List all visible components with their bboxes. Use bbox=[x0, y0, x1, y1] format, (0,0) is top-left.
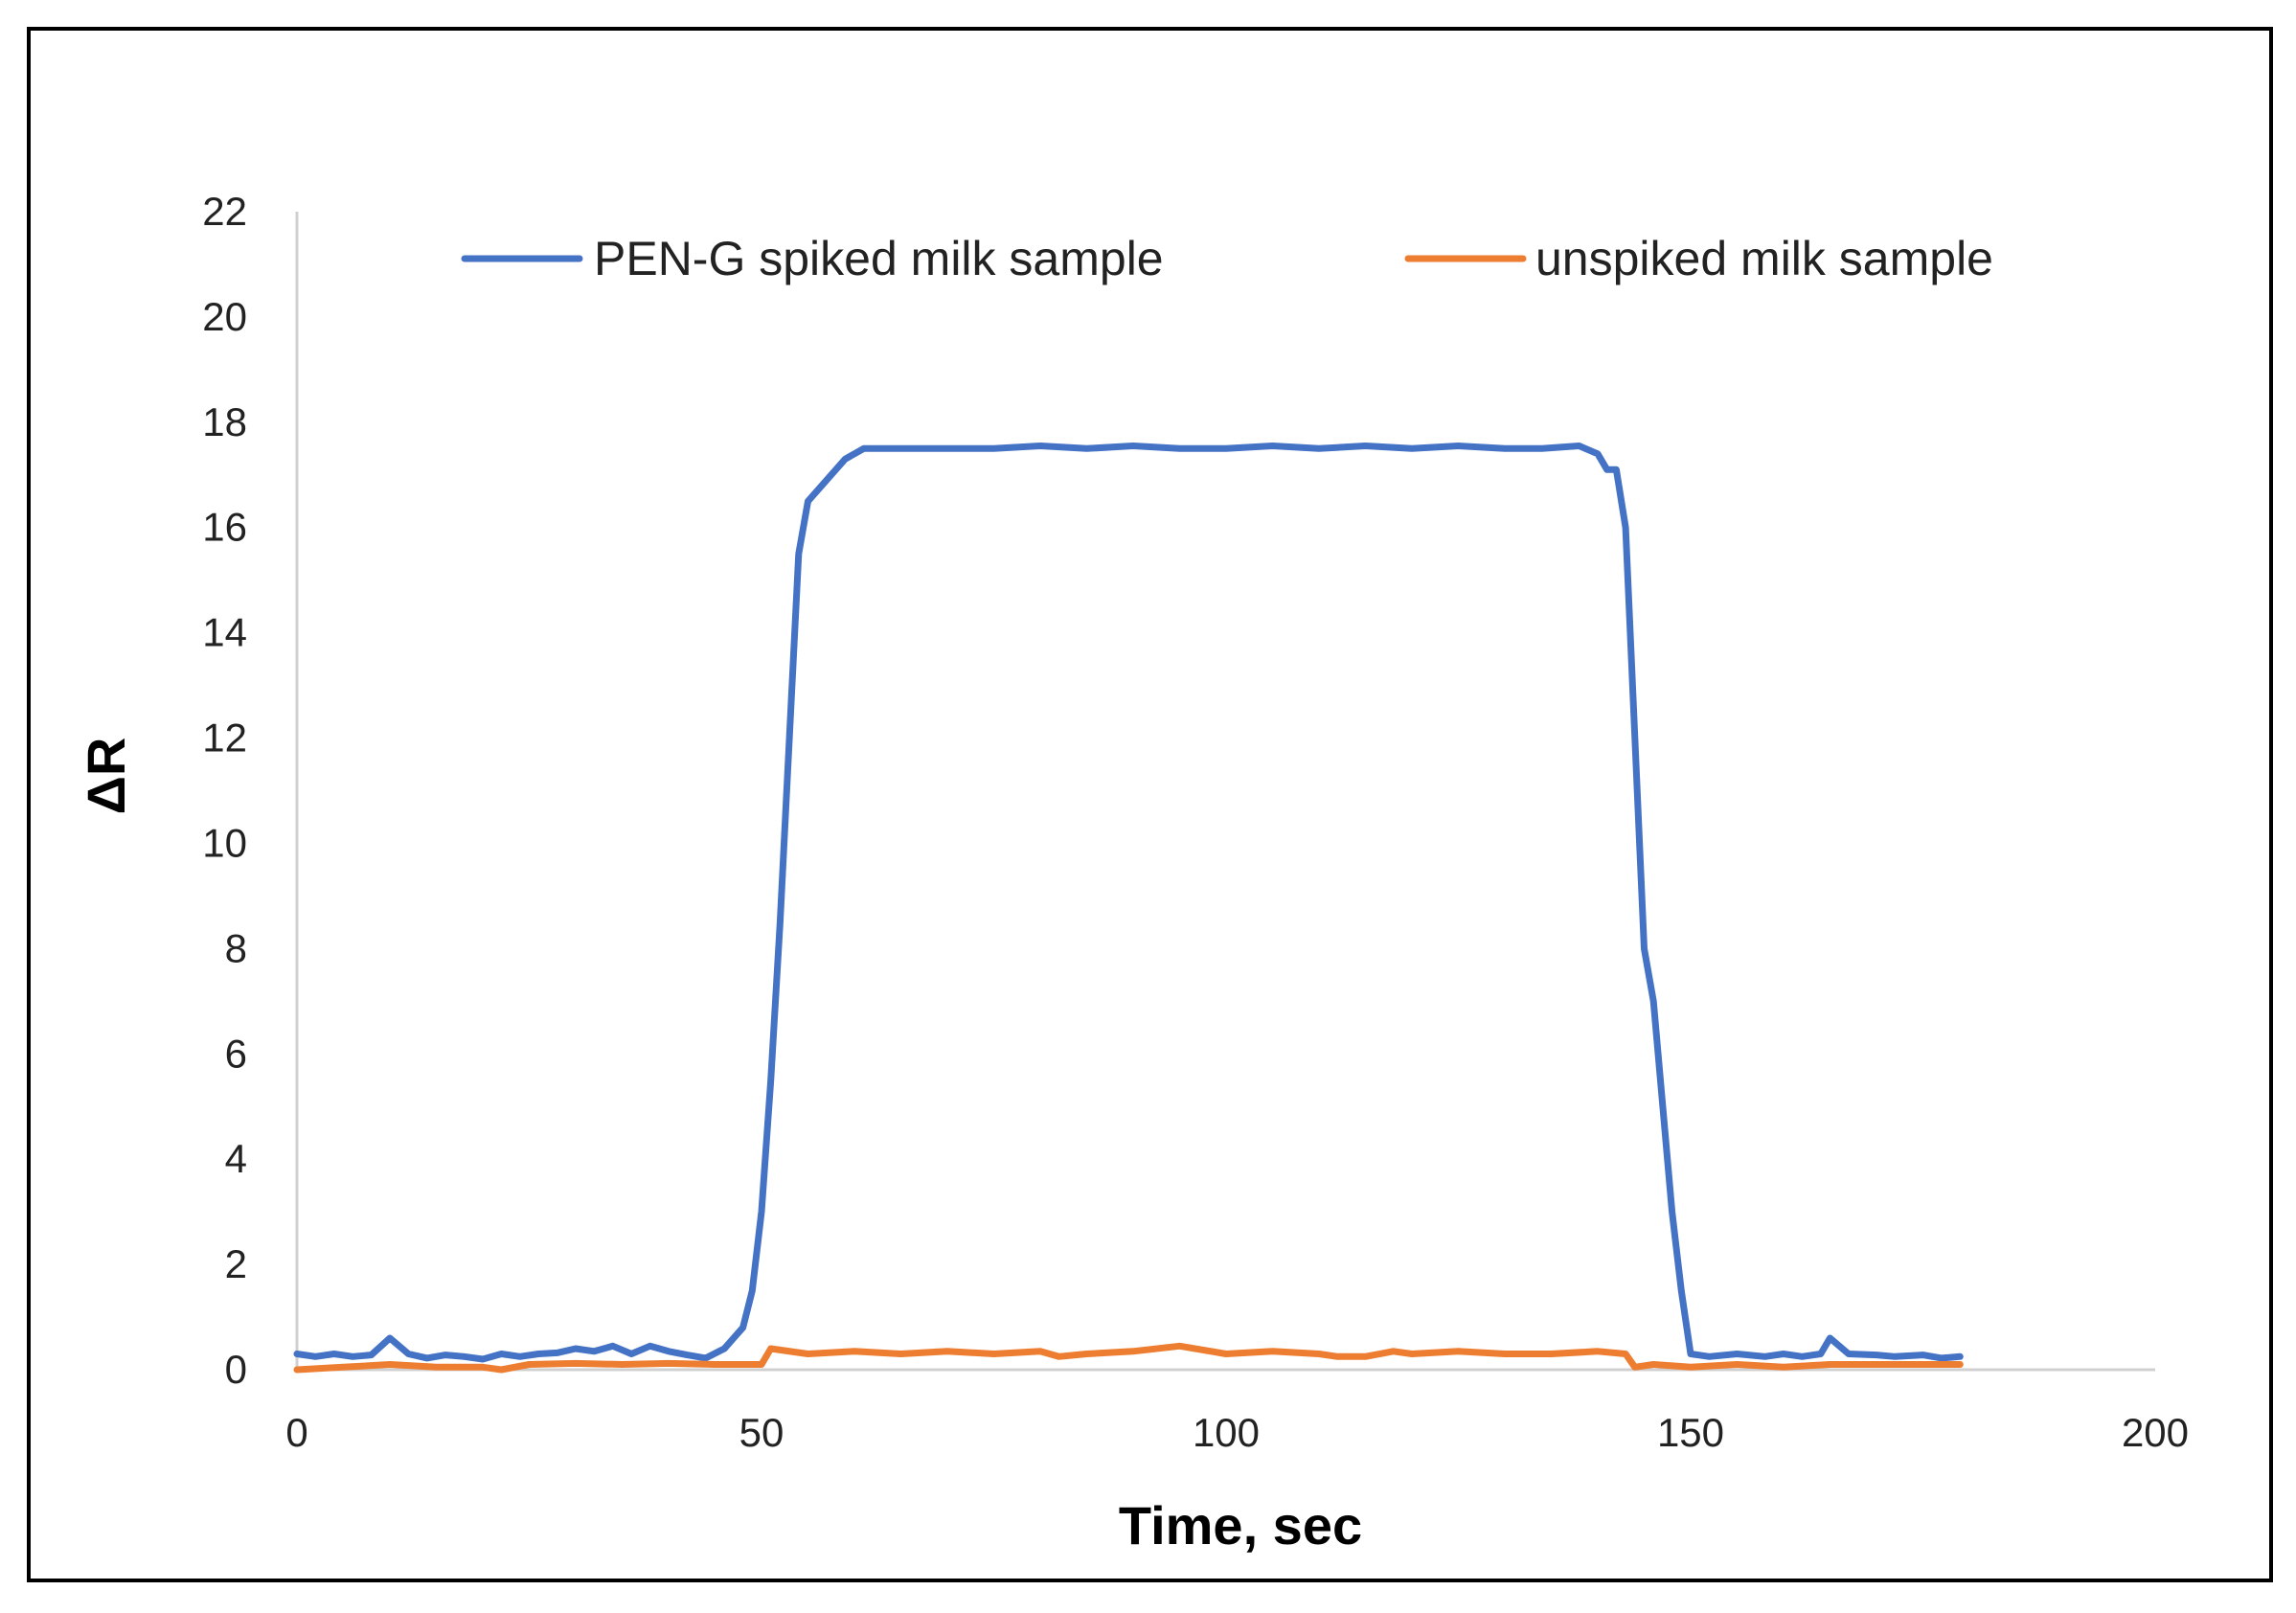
x-tick-label: 50 bbox=[739, 1410, 784, 1455]
y-tick-label: 4 bbox=[225, 1136, 247, 1181]
y-tick-label: 20 bbox=[202, 294, 247, 339]
x-tick-label: 100 bbox=[1193, 1410, 1260, 1455]
series-lines bbox=[293, 443, 1964, 1374]
y-tick-label: 22 bbox=[202, 189, 247, 234]
legend: PEN-G spiked milk sample unspiked milk sa… bbox=[461, 232, 1993, 285]
y-axis-title: ΔR bbox=[76, 738, 136, 815]
y-tick-label: 2 bbox=[225, 1241, 247, 1286]
y-tick-label: 12 bbox=[202, 716, 247, 761]
x-tick-label: 0 bbox=[285, 1410, 307, 1455]
axes bbox=[295, 212, 2155, 1372]
x-tick-labels: 0 50 100 150 200 bbox=[285, 1410, 2189, 1455]
y-tick-label: 16 bbox=[202, 505, 247, 550]
y-tick-label: 14 bbox=[202, 610, 247, 655]
y-tick-label: 18 bbox=[202, 399, 247, 444]
series-line-spiked bbox=[293, 443, 1964, 1363]
x-tick-label: 150 bbox=[1657, 1410, 1724, 1455]
y-tick-label: 10 bbox=[202, 820, 247, 865]
series-line-unspiked bbox=[293, 1342, 1964, 1374]
legend-label: unspiked milk sample bbox=[1535, 232, 1993, 285]
x-axis-title: Time, sec bbox=[1119, 1495, 1362, 1556]
y-tick-label: 6 bbox=[225, 1031, 247, 1076]
y-tick-label: 8 bbox=[225, 925, 247, 970]
x-tick-label: 200 bbox=[2122, 1410, 2189, 1455]
y-tick-label: 0 bbox=[225, 1347, 247, 1392]
legend-label: PEN-G spiked milk sample bbox=[594, 232, 1164, 285]
chart-frame bbox=[27, 27, 2273, 1582]
y-tick-labels: 0 2 4 6 8 10 12 14 16 18 20 22 bbox=[202, 189, 247, 1392]
